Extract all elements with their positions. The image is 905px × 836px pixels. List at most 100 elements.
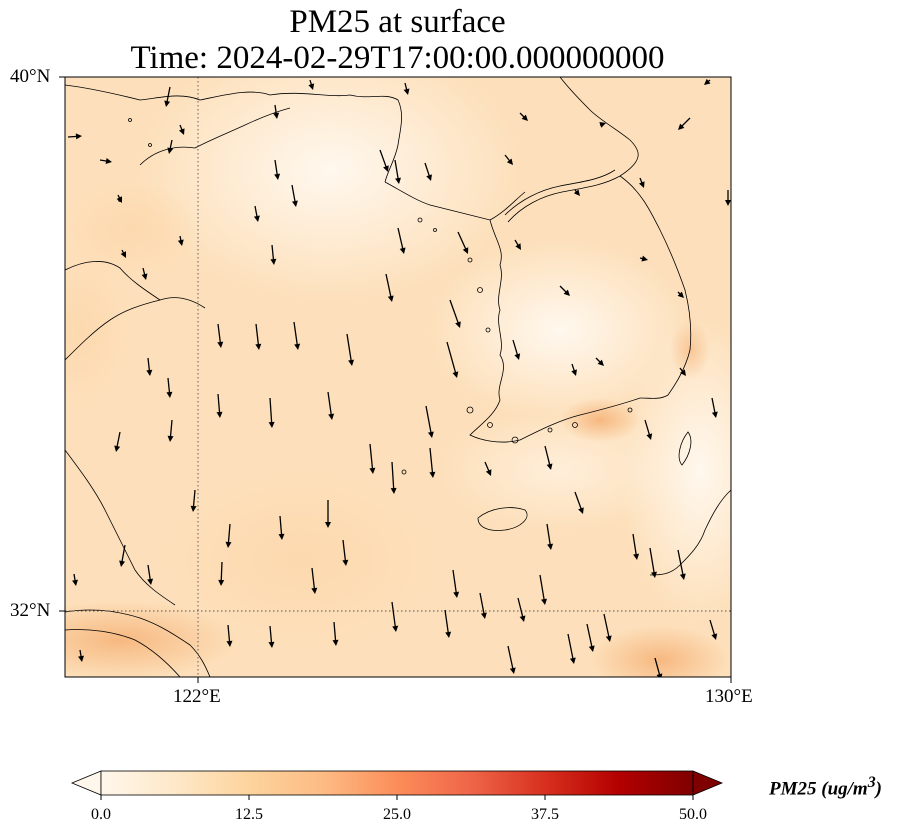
wind-arrow-head xyxy=(332,639,339,646)
wind-arrow-head xyxy=(348,359,355,366)
wind-arrow-shaft xyxy=(369,443,374,472)
wind-arrow-head xyxy=(403,88,410,95)
wind-arrow-shaft xyxy=(227,624,231,645)
wind-arrow-head xyxy=(268,641,275,648)
wind-arrow-head xyxy=(177,239,184,246)
wind-arrow-head xyxy=(164,100,171,107)
wind-arrow-shaft xyxy=(327,391,333,418)
wind-arrow-head xyxy=(146,369,153,376)
graticule xyxy=(65,77,731,677)
wind-arrow-head xyxy=(427,431,434,438)
wind-arrow-shaft xyxy=(677,549,685,578)
wind-arrow-head xyxy=(656,673,663,677)
wind-arrow-shaft xyxy=(517,597,524,620)
wind-arrow-shaft xyxy=(391,601,397,630)
axis-ticks xyxy=(59,76,732,683)
wind-arrow-shaft xyxy=(654,657,661,677)
wind-arrow-head xyxy=(273,112,280,119)
wind-arrow-shaft xyxy=(379,149,388,170)
wind-arrow-head xyxy=(217,341,224,348)
wind-arrow-head xyxy=(515,243,521,250)
wind-arrow-shaft xyxy=(479,592,486,617)
wind-arrow-shaft xyxy=(385,273,393,300)
wind-arrow-head xyxy=(506,158,513,165)
wind-arrow-shaft xyxy=(346,333,353,364)
wind-arrow-head xyxy=(455,321,461,328)
wind-arrow-head xyxy=(178,128,185,135)
colorbar-tick-label: 12.5 xyxy=(235,806,263,823)
wind-arrow-head xyxy=(390,487,397,494)
wind-arrow-head xyxy=(677,291,684,298)
pm25-field xyxy=(65,77,731,677)
wind-arrow-head xyxy=(578,507,584,514)
wind-arrow-head xyxy=(678,123,685,130)
colorbar-title: PM25 (ug/m3) xyxy=(769,774,882,800)
colorbar-max-extend xyxy=(692,770,724,796)
wind-arrow-shaft xyxy=(255,323,260,348)
wind-arrow-head xyxy=(395,177,401,184)
wind-arrow-head xyxy=(563,289,570,296)
map-title: PM25 at surface xyxy=(289,4,506,40)
wind-arrow-shaft xyxy=(120,544,126,565)
wind-arrow-head xyxy=(485,469,492,476)
wind-arrow-head xyxy=(392,625,399,632)
wind-arrow-head xyxy=(120,251,126,258)
wind-arrow-head xyxy=(605,635,612,642)
wind-arrow-head xyxy=(116,196,122,203)
wind-arrow-head xyxy=(680,369,686,376)
wind-arrow-shaft xyxy=(397,227,404,252)
wind-arrow-head xyxy=(190,505,197,512)
wind-arrow-head xyxy=(325,522,331,528)
colorbar-title-unit-exponent: 3 xyxy=(867,774,876,791)
wind-arrow-shaft xyxy=(539,574,546,603)
wind-arrow-shaft xyxy=(603,613,611,640)
wind-arrow-head xyxy=(646,433,653,440)
wind-arrow-shaft xyxy=(227,523,231,546)
wind-arrow-head xyxy=(725,200,731,206)
wind-arrow-shaft xyxy=(567,633,575,662)
wind-arrow-head xyxy=(225,541,232,548)
wind-arrow-head xyxy=(651,571,657,578)
wind-arrow-head xyxy=(167,435,174,442)
wind-arrow-head xyxy=(519,615,526,622)
colorbar-title-prefix: PM25 (ug/m xyxy=(769,778,868,800)
wind-arrow-shaft xyxy=(425,405,433,436)
pm25-map xyxy=(59,76,732,683)
wind-arrow-head xyxy=(387,295,394,302)
wind-arrow-shaft xyxy=(444,609,450,636)
wind-arrow-shaft xyxy=(574,491,583,512)
wind-arrow-shaft xyxy=(192,489,196,510)
wind-arrow-head xyxy=(711,411,718,418)
colorbar-gradient xyxy=(101,771,693,795)
wind-arrow-head xyxy=(226,640,233,647)
wind-arrow-head xyxy=(78,655,84,662)
wind-arrow-head xyxy=(216,411,223,418)
wind-arrow-head xyxy=(569,657,576,664)
wind-arrow-head xyxy=(274,173,281,180)
wind-arrow-head xyxy=(480,612,487,619)
wind-arrow-shaft xyxy=(429,447,434,476)
wind-arrow-head xyxy=(462,247,469,254)
colorbar xyxy=(70,770,724,800)
wind-arrow-shaft xyxy=(269,397,273,426)
coastline xyxy=(65,77,731,677)
wind-arrow-head xyxy=(119,560,126,567)
wind-arrow-shaft xyxy=(217,393,221,416)
wind-arrow-shaft xyxy=(449,299,460,326)
wind-arrow-head xyxy=(514,353,521,360)
wind-arrow-shaft xyxy=(457,231,468,252)
wind-arrow-head xyxy=(270,258,277,265)
wind-arrow-head xyxy=(383,165,389,172)
wind-arrow-head xyxy=(253,215,260,222)
wind-arrow-shaft xyxy=(446,341,457,376)
wind-arrow-shaft xyxy=(391,461,395,492)
wind-arrow-shaft xyxy=(311,567,316,592)
wind-arrow-shaft xyxy=(394,159,400,182)
lon-label-122e: 122°E xyxy=(173,686,221,707)
lat-label-40n: 40°N xyxy=(10,66,51,87)
wind-arrow-head xyxy=(342,559,349,566)
wind-arrow-head xyxy=(573,189,580,196)
wind-arrow-shaft xyxy=(546,523,552,548)
wind-arrow-head xyxy=(278,533,285,540)
wind-arrow-head xyxy=(72,579,78,586)
